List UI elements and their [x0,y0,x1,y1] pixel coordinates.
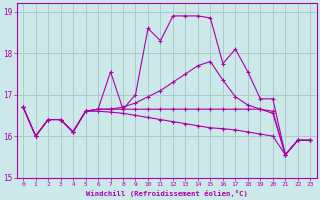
X-axis label: Windchill (Refroidissement éolien,°C): Windchill (Refroidissement éolien,°C) [86,190,248,197]
